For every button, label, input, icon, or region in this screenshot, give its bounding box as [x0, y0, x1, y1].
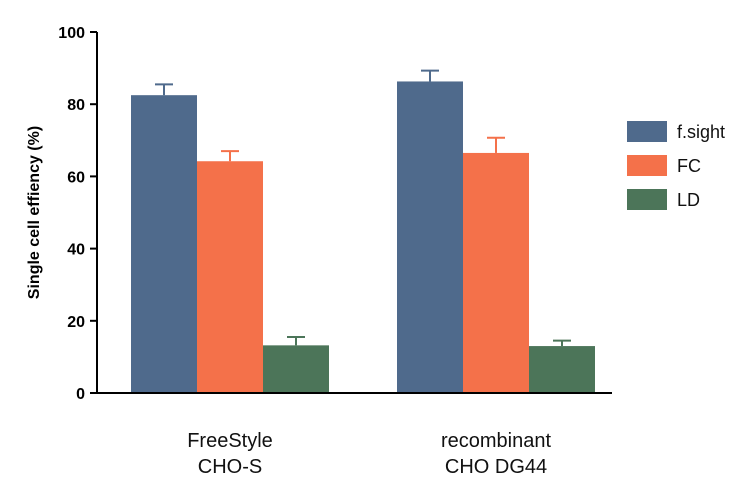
- axes: 0 20 40 60 80 100 Single cell effiency (%) Free…: [26, 25, 612, 478]
- legend-label: FC: [677, 156, 701, 176]
- error-bar-f-sight-0: [155, 83, 173, 96]
- error-bar-ld-1: [553, 339, 571, 347]
- legend-label: LD: [677, 190, 700, 210]
- y-axis-label: Single cell effiency (%): [26, 126, 43, 299]
- error-bar-f-sight-1: [421, 69, 439, 82]
- x-category-label-1-line-1: CHO DG44: [445, 456, 547, 478]
- y-tick-label-60: 60: [67, 169, 85, 186]
- legend-label: f.sight: [677, 122, 725, 142]
- y-tick-label-100: 100: [58, 25, 85, 42]
- legend-item-f-sight: f.sight: [627, 121, 725, 142]
- legend-item-ld: LD: [627, 189, 700, 210]
- error-bar-ld-0: [287, 336, 305, 346]
- legend: f.sight FC LD: [627, 121, 725, 210]
- x-category-label-0-line-1: CHO-S: [198, 456, 262, 478]
- y-tick-label-0: 0: [76, 386, 85, 403]
- bar-ld-1: [529, 346, 595, 393]
- legend-item-fc: FC: [627, 155, 701, 176]
- x-category-label-1-line-0: recombinant: [441, 430, 552, 452]
- legend-swatch: [627, 121, 667, 142]
- bar-fc-0: [197, 161, 263, 393]
- bar-f-sight-1: [397, 81, 463, 393]
- y-tick-label-40: 40: [67, 242, 85, 259]
- plot-area: [131, 69, 595, 394]
- legend-swatch: [627, 189, 667, 210]
- error-bar-fc-0: [221, 150, 239, 162]
- error-bar-fc-1: [487, 136, 505, 153]
- y-tick-label-80: 80: [67, 97, 85, 114]
- bar-fc-1: [463, 152, 529, 393]
- x-category-label-0-line-0: FreeStyle: [187, 430, 273, 452]
- bar-f-sight-0: [131, 95, 197, 394]
- y-tick-label-20: 20: [67, 314, 85, 331]
- bar-ld-0: [263, 345, 329, 393]
- legend-swatch: [627, 155, 667, 176]
